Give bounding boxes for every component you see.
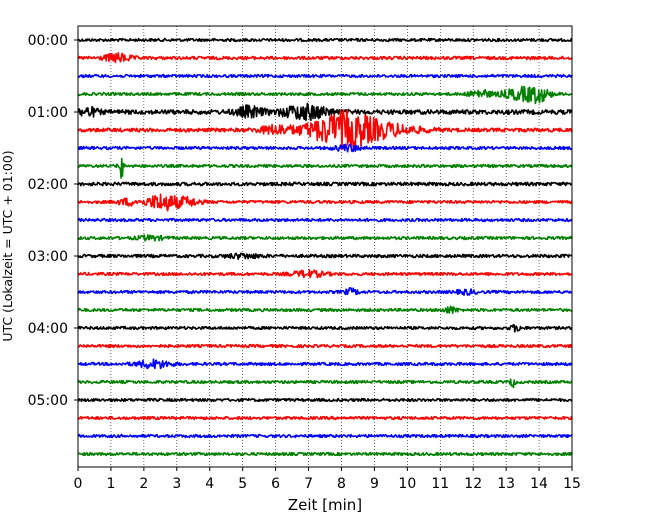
x-tick-label-2: 2 bbox=[139, 476, 148, 492]
x-tick-label-4: 4 bbox=[205, 476, 214, 492]
trace-0315 bbox=[77, 268, 573, 279]
x-tick-label-10: 10 bbox=[398, 476, 416, 492]
trace-0230 bbox=[77, 217, 573, 223]
trace-0530 bbox=[77, 433, 573, 439]
x-tick-label-8: 8 bbox=[337, 476, 346, 492]
x-tick-label-15: 15 bbox=[563, 476, 581, 492]
x-tick-label-1: 1 bbox=[106, 476, 115, 492]
y-tick-label-0000: 00:00 bbox=[28, 33, 68, 49]
trace-0245 bbox=[77, 234, 573, 242]
trace-0300 bbox=[77, 252, 573, 261]
x-tick-label-7: 7 bbox=[304, 476, 313, 492]
trace-0145 bbox=[77, 157, 573, 179]
x-tick-label-5: 5 bbox=[238, 476, 247, 492]
trace-0115 bbox=[77, 109, 573, 151]
trace-0500 bbox=[77, 397, 573, 403]
y-tick-label-0300: 03:00 bbox=[28, 249, 68, 265]
x-axis-label: Zeit [min] bbox=[288, 496, 362, 514]
trace-0430 bbox=[77, 358, 573, 370]
y-tick-label-0200: 02:00 bbox=[28, 177, 68, 193]
trace-group bbox=[77, 37, 573, 457]
x-tick-label-9: 9 bbox=[370, 476, 379, 492]
trace-0130 bbox=[77, 143, 573, 153]
trace-0415 bbox=[77, 343, 573, 349]
x-tick-label-14: 14 bbox=[530, 476, 548, 492]
x-tick-label-11: 11 bbox=[431, 476, 449, 492]
x-tick-label-6: 6 bbox=[271, 476, 280, 492]
trace-0000 bbox=[77, 37, 573, 43]
y-axis-label: UTC (Lokalzeit = UTC + 01:00) bbox=[0, 150, 15, 341]
x-tick-label-12: 12 bbox=[464, 476, 482, 492]
trace-0015 bbox=[77, 51, 573, 64]
y-tick-label-0100: 01:00 bbox=[28, 105, 68, 121]
x-tick-label-0: 0 bbox=[74, 476, 83, 492]
trace-0515 bbox=[77, 415, 573, 421]
plot-frame bbox=[77, 25, 573, 468]
trace-0215 bbox=[77, 193, 573, 212]
x-tick-label-13: 13 bbox=[497, 476, 515, 492]
trace-0045 bbox=[77, 85, 573, 105]
trace-0345 bbox=[77, 305, 573, 315]
trace-0445 bbox=[77, 378, 573, 389]
trace-0200 bbox=[77, 181, 573, 187]
y-tick-label-0400: 04:00 bbox=[28, 321, 68, 337]
trace-0545 bbox=[77, 451, 573, 457]
trace-0030 bbox=[77, 73, 573, 79]
y-tick-label-0500: 05:00 bbox=[28, 393, 68, 409]
trace-0330 bbox=[77, 287, 573, 296]
y-axis-ticks: 00:00 01:00 02:00 03:00 04:00 05:00 bbox=[28, 33, 78, 409]
x-tick-label-3: 3 bbox=[172, 476, 181, 492]
x-axis-ticks: 0 1 2 3 4 5 6 7 8 9 10 11 12 13 14 15 bbox=[74, 467, 581, 492]
trace-0100 bbox=[77, 102, 573, 122]
trace-0400 bbox=[77, 323, 573, 333]
